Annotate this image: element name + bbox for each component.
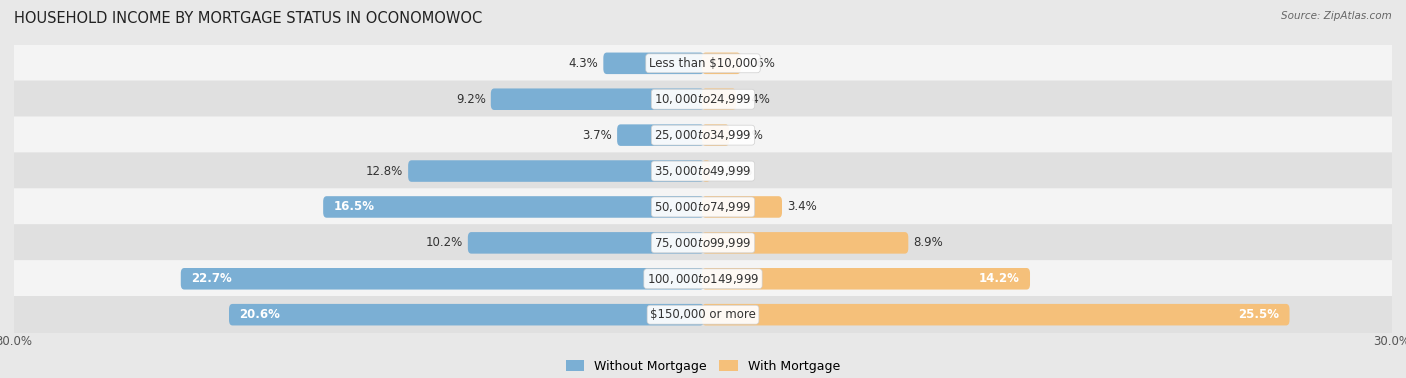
Text: $150,000 or more: $150,000 or more: [650, 308, 756, 321]
Text: 22.7%: 22.7%: [191, 272, 232, 285]
FancyBboxPatch shape: [8, 296, 1398, 333]
FancyBboxPatch shape: [702, 160, 710, 182]
FancyBboxPatch shape: [323, 196, 704, 218]
FancyBboxPatch shape: [8, 45, 1398, 82]
Text: Less than $10,000: Less than $10,000: [648, 57, 758, 70]
FancyBboxPatch shape: [229, 304, 704, 325]
FancyBboxPatch shape: [702, 196, 782, 218]
Text: 8.9%: 8.9%: [912, 236, 943, 249]
FancyBboxPatch shape: [603, 53, 704, 74]
Text: Source: ZipAtlas.com: Source: ZipAtlas.com: [1281, 11, 1392, 21]
Text: $50,000 to $74,999: $50,000 to $74,999: [654, 200, 752, 214]
FancyBboxPatch shape: [8, 260, 1398, 297]
Text: 9.2%: 9.2%: [456, 93, 486, 106]
FancyBboxPatch shape: [408, 160, 704, 182]
FancyBboxPatch shape: [8, 152, 1398, 190]
Text: 16.5%: 16.5%: [333, 200, 374, 214]
FancyBboxPatch shape: [702, 88, 737, 110]
FancyBboxPatch shape: [702, 124, 730, 146]
FancyBboxPatch shape: [617, 124, 704, 146]
FancyBboxPatch shape: [8, 81, 1398, 118]
Text: 25.5%: 25.5%: [1239, 308, 1279, 321]
Text: HOUSEHOLD INCOME BY MORTGAGE STATUS IN OCONOMOWOC: HOUSEHOLD INCOME BY MORTGAGE STATUS IN O…: [14, 11, 482, 26]
Text: 1.6%: 1.6%: [745, 57, 775, 70]
FancyBboxPatch shape: [181, 268, 704, 290]
Legend: Without Mortgage, With Mortgage: Without Mortgage, With Mortgage: [561, 355, 845, 378]
FancyBboxPatch shape: [8, 116, 1398, 154]
Text: 10.2%: 10.2%: [426, 236, 463, 249]
Text: $75,000 to $99,999: $75,000 to $99,999: [654, 236, 752, 250]
FancyBboxPatch shape: [468, 232, 704, 254]
Text: $25,000 to $34,999: $25,000 to $34,999: [654, 128, 752, 142]
FancyBboxPatch shape: [8, 188, 1398, 226]
Text: 4.3%: 4.3%: [569, 57, 599, 70]
FancyBboxPatch shape: [8, 224, 1398, 262]
Text: $10,000 to $24,999: $10,000 to $24,999: [654, 92, 752, 106]
Text: 1.1%: 1.1%: [734, 129, 763, 142]
FancyBboxPatch shape: [702, 304, 1289, 325]
Text: 1.4%: 1.4%: [741, 93, 770, 106]
Text: 0.28%: 0.28%: [716, 164, 752, 178]
Text: 12.8%: 12.8%: [366, 164, 404, 178]
Text: 14.2%: 14.2%: [979, 272, 1019, 285]
Text: 3.7%: 3.7%: [582, 129, 612, 142]
Text: $100,000 to $149,999: $100,000 to $149,999: [647, 272, 759, 286]
FancyBboxPatch shape: [702, 232, 908, 254]
FancyBboxPatch shape: [702, 268, 1031, 290]
FancyBboxPatch shape: [491, 88, 704, 110]
FancyBboxPatch shape: [702, 53, 741, 74]
Text: $35,000 to $49,999: $35,000 to $49,999: [654, 164, 752, 178]
Text: 3.4%: 3.4%: [787, 200, 817, 214]
Text: 20.6%: 20.6%: [239, 308, 280, 321]
